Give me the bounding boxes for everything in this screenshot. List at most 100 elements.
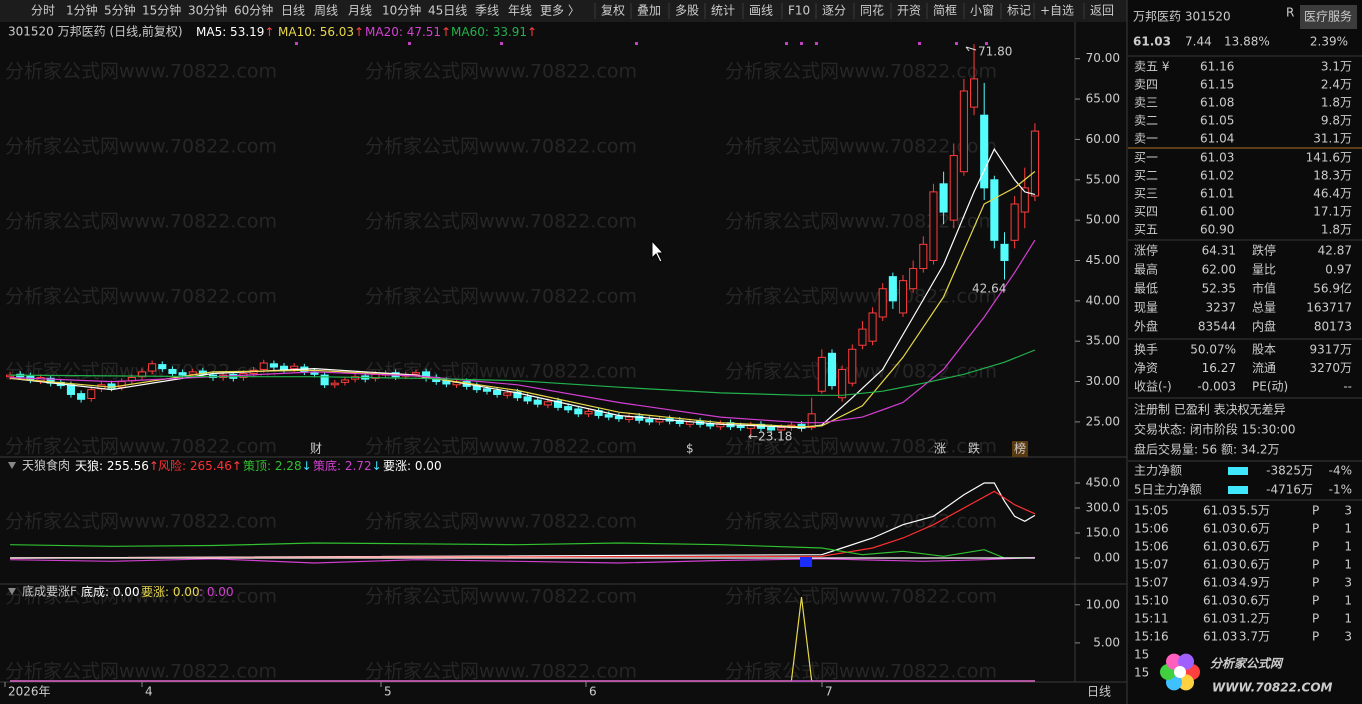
legend-label: 策顶: 2.28 [243, 459, 302, 473]
period-tab[interactable]: 5分钟 [104, 3, 136, 18]
book-price: 61.01 [1200, 187, 1234, 201]
tool-button[interactable]: 叠加 [637, 4, 661, 18]
tool-button[interactable]: +自选 [1040, 4, 1074, 18]
book-label: 买四 [1134, 205, 1158, 219]
tool-button[interactable]: 多股 [675, 4, 699, 18]
x-tick-label: 2026年 [8, 685, 51, 699]
period-tab[interactable]: 分时 [31, 4, 55, 18]
trade-cell: 15: [1134, 666, 1153, 680]
watermark: 分析家公式网www.70822.com [5, 286, 277, 308]
tool-button[interactable]: 同花 [860, 3, 884, 18]
stat-value: 64.31 [1202, 244, 1236, 258]
tool-button[interactable]: 返回 [1090, 4, 1114, 18]
trade-cell: P [1312, 522, 1319, 536]
trade-cell: 3 [1344, 630, 1352, 644]
trade-cell: P [1312, 630, 1319, 644]
trade-cell: 61.03 [1203, 630, 1237, 644]
series-line [10, 490, 1036, 559]
trade-cell: 0.6万 [1239, 558, 1270, 572]
book-volume: 1.8万 [1321, 223, 1352, 237]
logo-petal [1178, 653, 1194, 670]
trade-cell: 1 [1344, 540, 1352, 554]
period-tab[interactable]: 更多 〉 [540, 4, 580, 18]
candle-body [320, 374, 329, 386]
period-tab[interactable]: 周线 [314, 4, 338, 18]
trade-cell: 15: [1134, 648, 1153, 662]
watermark: 分析家公式网www.70822.com [725, 61, 997, 83]
period-tab[interactable]: 30分钟 [188, 3, 227, 18]
mouse-cursor [651, 239, 665, 263]
watermark: 分析家公式网www.70822.com [365, 211, 637, 233]
trade-cell: P [1312, 558, 1319, 572]
legend-entry: 要涨: 0.00 [383, 458, 442, 473]
legend-entry: MA20: 47.51↑ [365, 25, 451, 39]
stat-value: 62.00 [1202, 263, 1236, 277]
series-line [10, 482, 1036, 559]
legend-label: MA10: 56.03 [278, 25, 354, 39]
tool-button[interactable]: 小窗 [970, 4, 994, 18]
panel-icon [8, 588, 16, 595]
candle-body [543, 401, 552, 406]
stock-title: 万邦医药 301520 [1133, 10, 1231, 24]
trade-cell: P [1312, 540, 1319, 554]
period-tab[interactable]: 60分钟 [234, 3, 273, 18]
tool-button[interactable]: F10 [788, 4, 810, 18]
series-group [10, 597, 1035, 682]
y-tick-label: 45.00 [1086, 253, 1120, 267]
candle-body [878, 288, 887, 318]
trade-cell: 3 [1344, 576, 1352, 590]
y-tick-label: 450.0 [1086, 476, 1120, 490]
watermark: 分析家公式网www.70822.com [5, 136, 277, 158]
tool-button[interactable]: 统计 [711, 4, 735, 18]
tool-button[interactable]: 标记 [1007, 4, 1031, 18]
legend-arrow: ↑ [149, 459, 159, 473]
period-tab[interactable]: 季线 [475, 4, 499, 18]
legend-entry: : 0.00 [199, 585, 234, 599]
stat-label: 跌停 [1252, 243, 1276, 258]
period-tab[interactable]: 日线 [281, 4, 305, 18]
tool-button[interactable]: 简框 [933, 4, 957, 18]
period-tab[interactable]: 45日线 [428, 4, 467, 18]
annotation-arrow [965, 46, 977, 52]
tool-button[interactable]: 逐分 [822, 4, 846, 18]
period-tab[interactable]: 10分钟 [382, 3, 421, 18]
watermark: 分析家公式网www.70822.com [725, 661, 997, 683]
stat-value: 50.07% [1190, 343, 1236, 357]
watermark: 分析家公式网www.70822.com [365, 436, 637, 458]
trade-cell: 61.03 [1203, 540, 1237, 554]
book-label: 买一 [1134, 151, 1158, 165]
tool-button[interactable]: 复权 [601, 4, 625, 18]
annotation: 42.64 [972, 282, 1006, 296]
period-tab[interactable]: 15分钟 [142, 3, 181, 18]
candle-body [635, 415, 644, 421]
period-tab[interactable]: 月线 [348, 4, 372, 18]
y-tick-label: 150.0 [1086, 526, 1120, 540]
book-volume: 9.8万 [1321, 114, 1352, 128]
y-tick-label: 5.00 [1093, 635, 1120, 649]
tool-button[interactable]: 开资 [897, 4, 921, 18]
candle-body [584, 410, 593, 415]
period-tab[interactable]: 年线 [508, 4, 532, 18]
candle-body [66, 384, 76, 395]
logo-petal [1166, 653, 1182, 670]
trade-cell: 0.6万 [1239, 594, 1270, 608]
event-dot [918, 42, 921, 45]
book-price: 61.08 [1200, 96, 1234, 110]
candle-body [858, 328, 867, 346]
x-tick-label: 4 [145, 685, 153, 699]
book-price: 61.05 [1200, 114, 1234, 128]
flow-label: 5日主力净额 [1134, 483, 1202, 497]
legend-label: MA5: 53.19 [196, 25, 264, 39]
event-dot [408, 42, 411, 45]
stat-label: 内盘 [1252, 319, 1276, 334]
period-tab[interactable]: 1分钟 [66, 3, 98, 18]
candle-body [259, 362, 268, 370]
candle-body [777, 427, 786, 431]
stat-value: 0.97 [1325, 263, 1352, 277]
watermark: 分析家公式网www.70822.com [725, 436, 997, 458]
stat-value: -- [1343, 380, 1352, 394]
tool-button[interactable]: 画线 [749, 4, 773, 18]
legend-label: 要涨: 0.00 [383, 458, 442, 473]
y-tick-label: 50.00 [1086, 213, 1120, 227]
candle-body [493, 389, 502, 395]
